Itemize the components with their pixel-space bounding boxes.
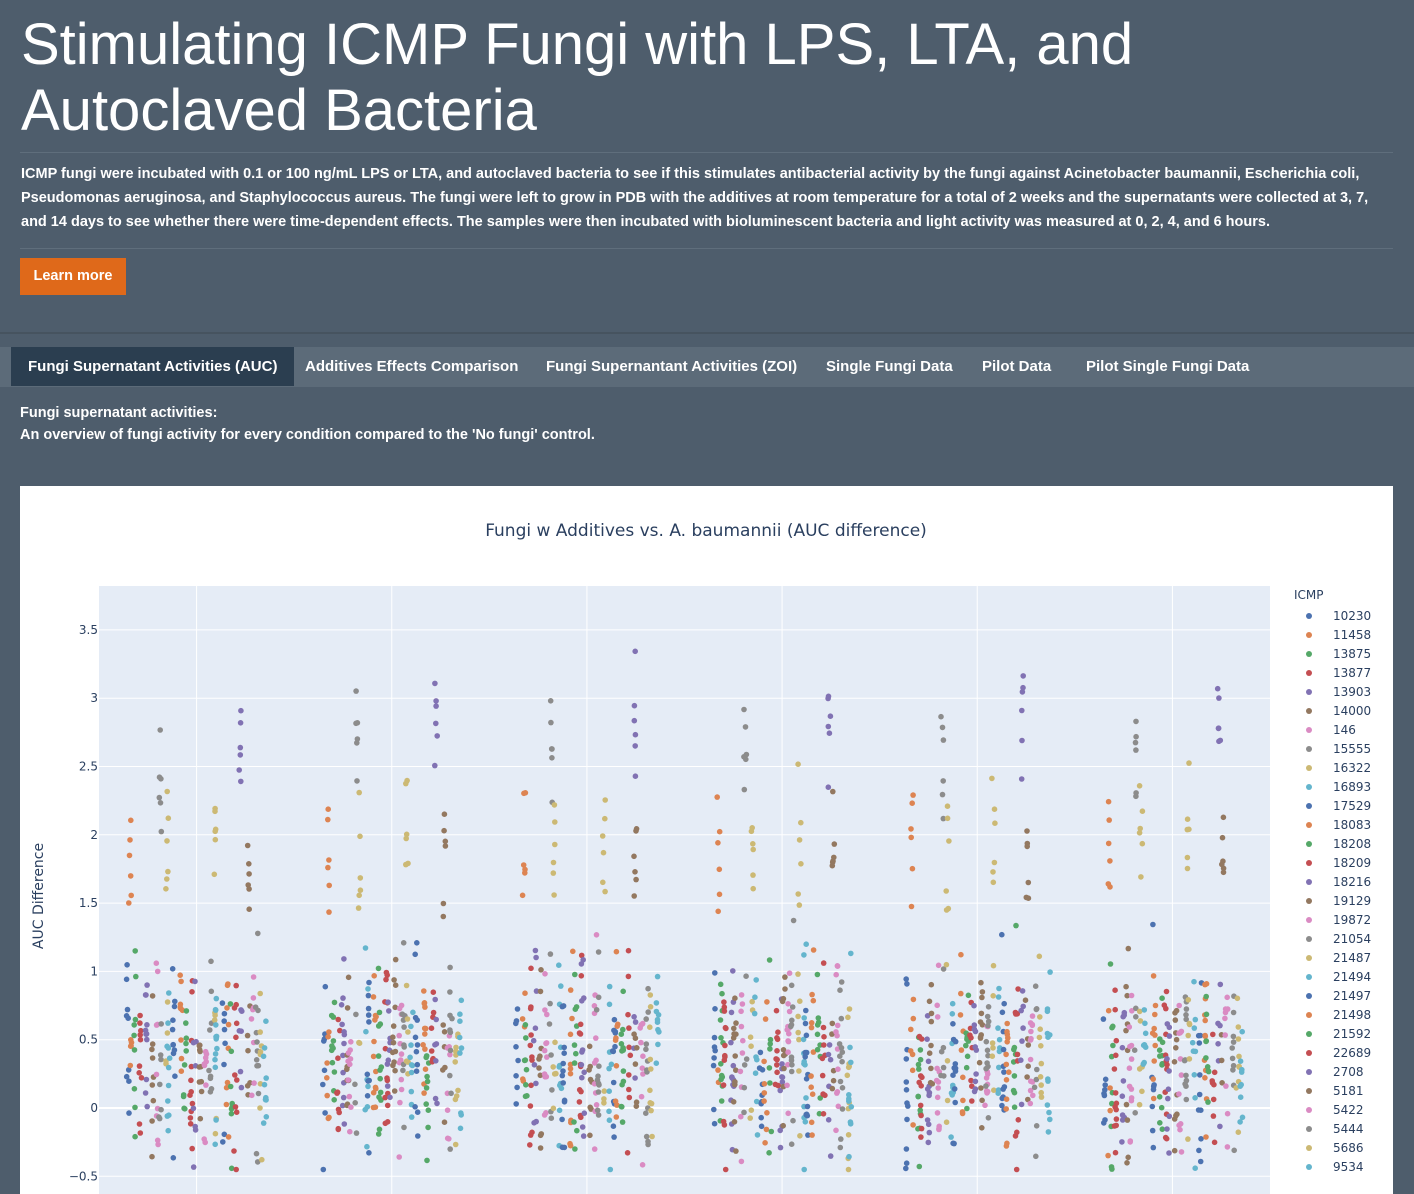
legend-label: 19872: [1333, 913, 1372, 927]
tab-pilot-single-fungi[interactable]: Pilot Single Fungi Data: [1086, 358, 1250, 375]
legend-marker: [1306, 1145, 1312, 1151]
description-heading: Fungi supernatant activities:: [20, 405, 218, 421]
legend-label: 5181: [1333, 1084, 1364, 1098]
tab-pilot-data[interactable]: Pilot Data: [982, 358, 1052, 375]
legend-marker: [1306, 803, 1312, 809]
legend-label: 5444: [1333, 1122, 1364, 1136]
legend-label: 22689: [1333, 1046, 1372, 1060]
tab-description: Fungi supernatant activities: An overvie…: [20, 402, 595, 446]
legend-label: 146: [1333, 723, 1356, 737]
legend-label: 9534: [1333, 1160, 1364, 1174]
legend-title: ICMP: [1294, 588, 1324, 602]
legend-marker: [1306, 822, 1312, 828]
legend-label: 21487: [1333, 951, 1372, 965]
legend-label: 21592: [1333, 1027, 1372, 1041]
chart-container: [20, 486, 1393, 1194]
legend-marker: [1306, 1088, 1312, 1094]
legend-marker: [1306, 746, 1312, 752]
legend-label: 13903: [1333, 685, 1372, 699]
legend-marker: [1306, 936, 1312, 942]
legend-marker: [1306, 955, 1312, 961]
legend-marker: [1306, 765, 1312, 771]
tab-single-fungi[interactable]: Single Fungi Data: [826, 358, 953, 375]
learn-more-button[interactable]: Learn more: [20, 258, 126, 295]
legend-marker: [1306, 670, 1312, 676]
legend-marker: [1306, 860, 1312, 866]
legend-marker: [1306, 993, 1312, 999]
legend-label: 13877: [1333, 666, 1372, 680]
legend-label: 11458: [1333, 628, 1372, 642]
legend-label: 18083: [1333, 818, 1372, 832]
legend-marker: [1306, 974, 1312, 980]
lead-paragraph: ICMP fungi were incubated with 0.1 or 10…: [21, 166, 1369, 230]
legend-marker: [1306, 632, 1312, 638]
legend-label: 2708: [1333, 1065, 1364, 1079]
legend-marker: [1306, 1012, 1312, 1018]
legend-label: 14000: [1333, 704, 1372, 718]
legend-label: 10230: [1333, 609, 1372, 623]
tab-fungi-supernatant-auc[interactable]: Fungi Supernatant Activities (AUC): [11, 347, 295, 386]
lead-divider: [20, 248, 1393, 249]
section-separator: [0, 332, 1414, 334]
legend-marker: [1306, 879, 1312, 885]
legend-marker: [1306, 727, 1312, 733]
legend-marker: [1306, 1050, 1312, 1056]
legend-label: 18209: [1333, 856, 1372, 870]
legend-marker: [1306, 1164, 1312, 1170]
legend-marker: [1306, 689, 1312, 695]
legend-label: 16893: [1333, 780, 1372, 794]
legend-label: 18208: [1333, 837, 1372, 851]
legend-marker: [1306, 613, 1312, 619]
legend-label: 15555: [1333, 742, 1372, 756]
legend-label: 21498: [1333, 1008, 1372, 1022]
legend-marker: [1306, 784, 1312, 790]
header-jumbotron: Stimulating ICMP Fungi with LPS, LTA, an…: [0, 0, 1414, 332]
legend-label: 21497: [1333, 989, 1372, 1003]
legend-marker: [1306, 1031, 1312, 1037]
description-text: An overview of fungi activity for every …: [20, 427, 595, 443]
legend-marker: [1306, 708, 1312, 714]
legend-label: 5686: [1333, 1141, 1364, 1155]
legend-label: 21054: [1333, 932, 1372, 946]
header-divider: [20, 152, 1393, 153]
legend-label: 13875: [1333, 647, 1372, 661]
legend-label: 19129: [1333, 894, 1372, 908]
legend-label: 18216: [1333, 875, 1372, 889]
legend-label: 16322: [1333, 761, 1372, 775]
tab-additives-effects[interactable]: Additives Effects Comparison: [305, 358, 519, 375]
legend-marker: [1306, 841, 1312, 847]
legend-marker: [1306, 1126, 1312, 1132]
legend-marker: [1306, 898, 1312, 904]
legend-marker: [1306, 1107, 1312, 1113]
legend-marker: [1306, 1069, 1312, 1075]
legend-label: 5422: [1333, 1103, 1364, 1117]
legend-marker: [1306, 917, 1312, 923]
tab-fungi-supernatant-zoi[interactable]: Fungi Supernantant Activities (ZOI): [546, 358, 798, 375]
page-title: Stimulating ICMP Fungi with LPS, LTA, an…: [21, 12, 1134, 143]
legend-label: 17529: [1333, 799, 1372, 813]
legend-marker: [1306, 651, 1312, 657]
legend-label: 21494: [1333, 970, 1372, 984]
